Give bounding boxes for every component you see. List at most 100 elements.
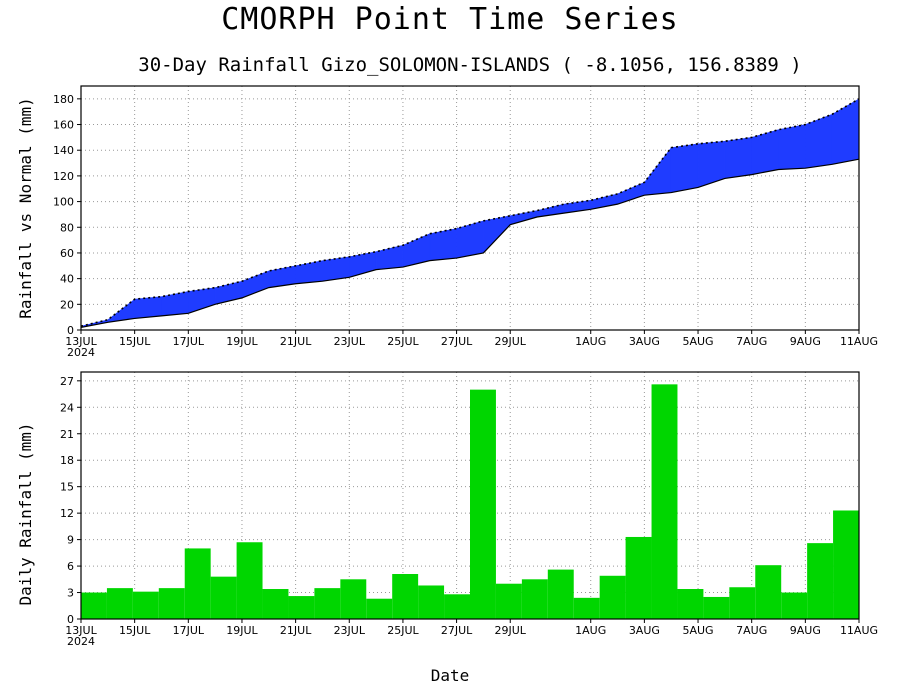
daily-rainfall-bar [755, 565, 782, 619]
rainfall-diff-area [483, 215, 511, 254]
daily-rainfall-bar [314, 588, 341, 619]
y-tick-label: 60 [60, 247, 74, 260]
x-tick-label: 25JUL [387, 335, 419, 348]
daily-rainfall-bar [340, 579, 367, 619]
daily-rainfall-bar [418, 585, 445, 619]
x-tick-label: 11AUG [840, 624, 878, 637]
daily-rainfall-bar [651, 384, 678, 619]
daily-rainfall-bar [573, 597, 600, 619]
y-tick-label: 6 [67, 560, 74, 573]
x-tick-label: 5AUG [682, 624, 713, 637]
y-tick-label: 18 [60, 454, 74, 467]
daily-rainfall-bar [521, 579, 548, 619]
x-tick-label: 17JUL [173, 335, 205, 348]
daily-rainfall-bar [729, 587, 756, 619]
plot-frame [80, 371, 860, 620]
y-tick-label: 3 [67, 587, 74, 600]
x-tick-label: 29JUL [495, 335, 527, 348]
daily-rainfall-bar [547, 569, 574, 619]
daily-rainfall-bar [366, 598, 393, 619]
daily-rainfall-bar [184, 548, 211, 619]
y-tick-label: 9 [67, 534, 74, 547]
normal-rainfall-line [80, 158, 860, 329]
x-tick-label: 13JUL [65, 335, 97, 348]
x-tick-label: 27JUL [441, 335, 473, 348]
daily-rainfall-bar [470, 389, 496, 619]
rainfall-diff-area [295, 260, 323, 285]
x-tick-label: 19JUL [226, 335, 258, 348]
rainfall-diff-area [697, 140, 726, 188]
x-tick-label: 23JUL [334, 335, 366, 348]
x-tick-label: 19JUL [226, 624, 258, 637]
x-tick-label: 3AUG [629, 624, 660, 637]
y-tick-label: 12 [60, 507, 74, 520]
x-tick-label: 9AUG [790, 624, 821, 637]
y-axis-title: Daily Rainfall (mm) [16, 422, 35, 605]
daily-rainfall-bar [106, 588, 133, 619]
daily-rainfall-bar [703, 596, 730, 619]
y-tick-label: 27 [60, 375, 74, 388]
x-axis-title: Date [430, 666, 470, 685]
x-year-label: 2024 [67, 635, 95, 648]
chart-title: CMORPH Point Time Series [221, 2, 679, 37]
x-tick-label: 9AUG [790, 335, 821, 348]
daily-rainfall-bar [210, 576, 237, 619]
rainfall-diff-area [456, 220, 484, 259]
rainfall-diff-area [778, 124, 806, 170]
daily-rainfall-bar [833, 510, 859, 619]
daily-rainfall-bar [158, 588, 185, 619]
x-tick-label: 7AUG [736, 335, 767, 348]
daily-rainfall-bar [262, 589, 289, 619]
y-tick-label: 100 [53, 196, 74, 209]
rainfall-diff-area [188, 287, 216, 314]
daily-rainfall-bar [677, 589, 704, 619]
y-axis-title: Rainfall vs Normal (mm) [16, 97, 35, 319]
x-tick-label: 25JUL [387, 624, 419, 637]
y-tick-label: 180 [53, 93, 74, 106]
y-tick-label: 15 [60, 481, 74, 494]
x-tick-label: 5AUG [682, 335, 713, 348]
daily-rainfall-bar [495, 583, 522, 619]
x-year-label: 2024 [67, 346, 95, 359]
x-tick-label: 1AUG [575, 335, 606, 348]
daily-rainfall-bar [288, 596, 315, 619]
rainfall-diff-area [241, 270, 270, 299]
y-tick-label: 120 [53, 170, 74, 183]
x-tick-label: 21JUL [280, 624, 312, 637]
y-tick-label: 0 [67, 613, 74, 626]
daily-rainfall-bar [444, 594, 470, 619]
x-tick-label: 27JUL [441, 624, 473, 637]
y-tick-label: 24 [60, 401, 74, 414]
daily-rainfall-bar [781, 592, 808, 619]
rainfall-diff-area [134, 296, 162, 319]
x-tick-label: 3AUG [629, 335, 660, 348]
daily-rainfall-panel: 0 3 6 9 12 15 18 21 24 27 13JUL 15JUL 17JUL 19JUL 21JU… [16, 371, 878, 648]
rainfall-diff-area [670, 143, 699, 193]
x-tick-label: 13JUL [65, 624, 97, 637]
rainfall-diff-area [617, 181, 645, 205]
x-tick-label: 11AUG [840, 335, 878, 348]
daily-rainfall-bar [236, 542, 263, 619]
rainfall-diff-area [644, 146, 672, 196]
daily-rainfall-bar [132, 591, 159, 619]
rainfall-diff-area [831, 98, 860, 165]
y-tick-label: 40 [60, 273, 74, 286]
rainfall-diff-area [724, 137, 752, 179]
y-tick-label: 80 [60, 221, 74, 234]
y-tick-label: 160 [53, 119, 74, 132]
y-tick-label: 21 [60, 428, 74, 441]
cumulative-rainfall-panel: 0 20 40 60 80 100 120 140 160 180 13JUL 15JUL 17JUL 1… [16, 85, 878, 359]
x-tick-label: 23JUL [334, 624, 366, 637]
chart-subtitle: 30-Day Rainfall Gizo_SOLOMON-ISLANDS ( -… [138, 54, 802, 76]
x-tick-label: 15JUL [119, 335, 151, 348]
rainfall-diff-area [161, 291, 189, 317]
x-tick-label: 7AUG [736, 624, 767, 637]
x-tick-label: 29JUL [495, 624, 527, 637]
daily-rainfall-bar [392, 574, 419, 619]
actual-rainfall-line [80, 98, 860, 327]
daily-rainfall-bar [81, 592, 107, 619]
x-tick-label: 15JUL [119, 624, 151, 637]
y-tick-label: 0 [67, 324, 74, 337]
plot-frame [80, 85, 860, 331]
